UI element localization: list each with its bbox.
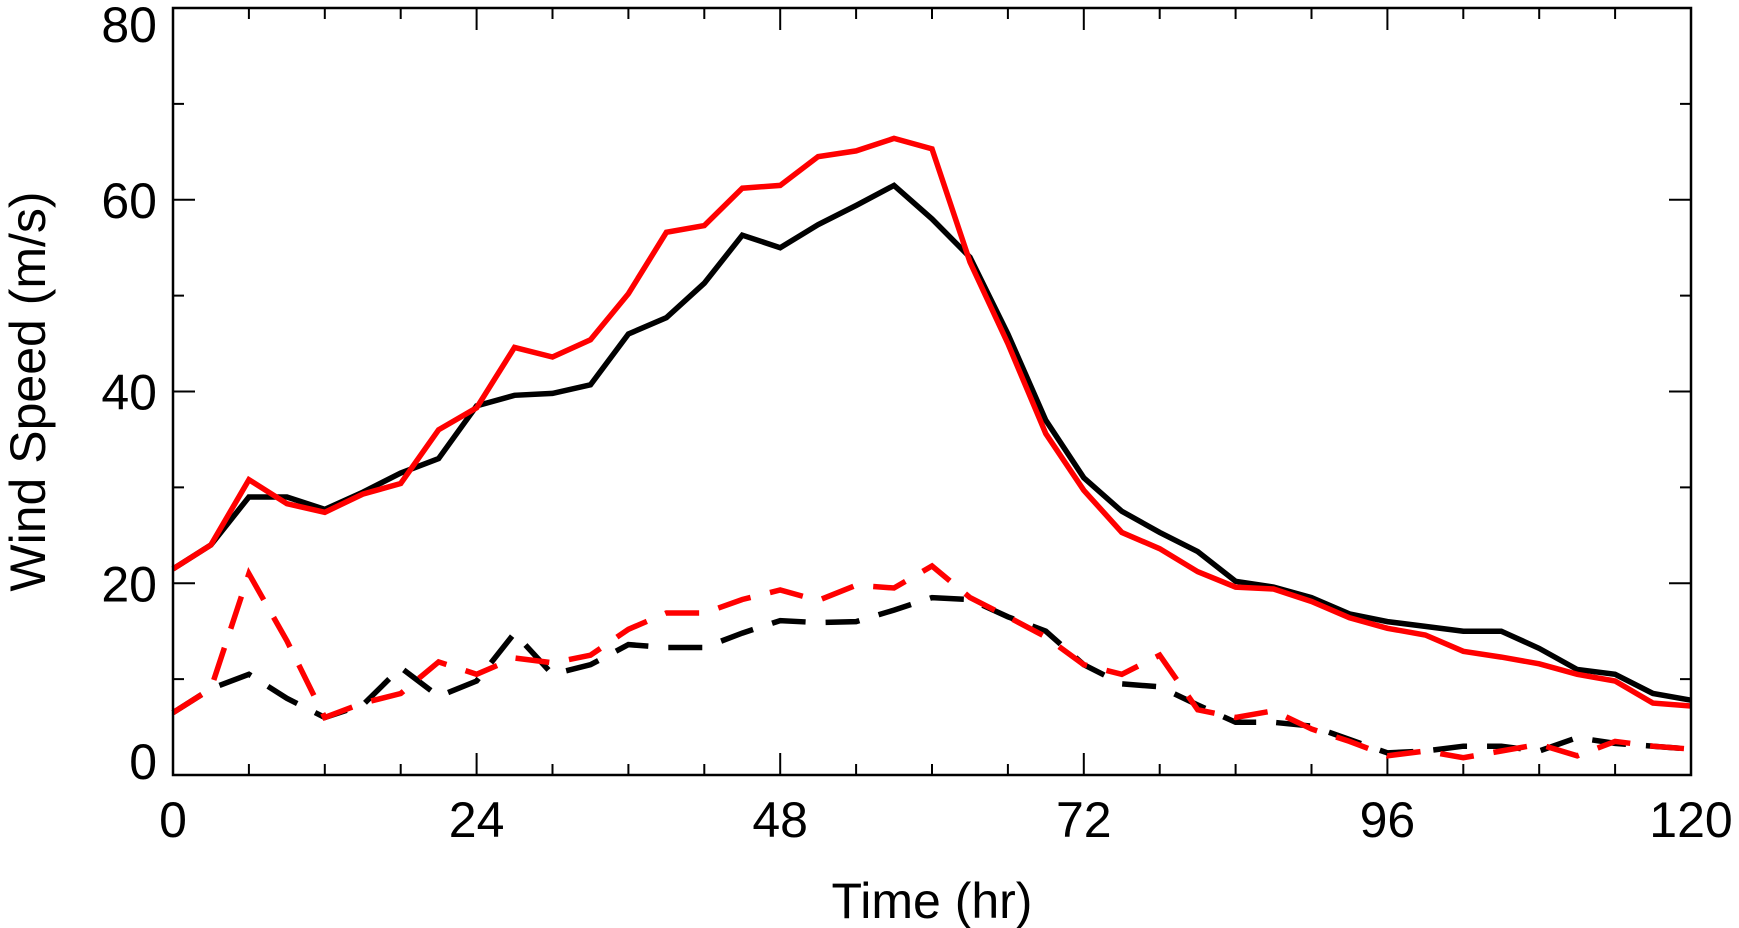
x-axis-title: Time (hr) — [832, 873, 1033, 928]
series-line-1 — [171, 182, 1692, 703]
x-tick-label: 120 — [1649, 792, 1732, 848]
series-line-2 — [171, 135, 1692, 709]
major-ticks — [172, 7, 1692, 776]
y-tick-label: 0 — [129, 734, 157, 790]
y-tick-label: 80 — [101, 0, 157, 53]
series-line-4 — [171, 562, 1692, 761]
y-tick-labels: 0 20 40 60 80 — [101, 0, 157, 790]
x-tick-labels: 0 24 48 72 96 120 — [159, 792, 1733, 848]
x-tick-label: 48 — [752, 792, 808, 848]
y-axis-title: Wind Speed (m/s) — [0, 191, 56, 591]
series-layer — [171, 135, 1692, 761]
minor-ticks — [173, 8, 1691, 775]
x-tick-label: 72 — [1056, 792, 1112, 848]
series-line-3 — [171, 594, 1692, 756]
plot-frame — [171, 6, 1693, 777]
y-tick-label: 40 — [101, 365, 157, 421]
x-tick-label: 96 — [1360, 792, 1416, 848]
x-tick-label: 0 — [159, 792, 187, 848]
x-tick-label: 24 — [449, 792, 505, 848]
y-tick-label: 60 — [101, 173, 157, 229]
y-tick-label: 20 — [101, 556, 157, 612]
